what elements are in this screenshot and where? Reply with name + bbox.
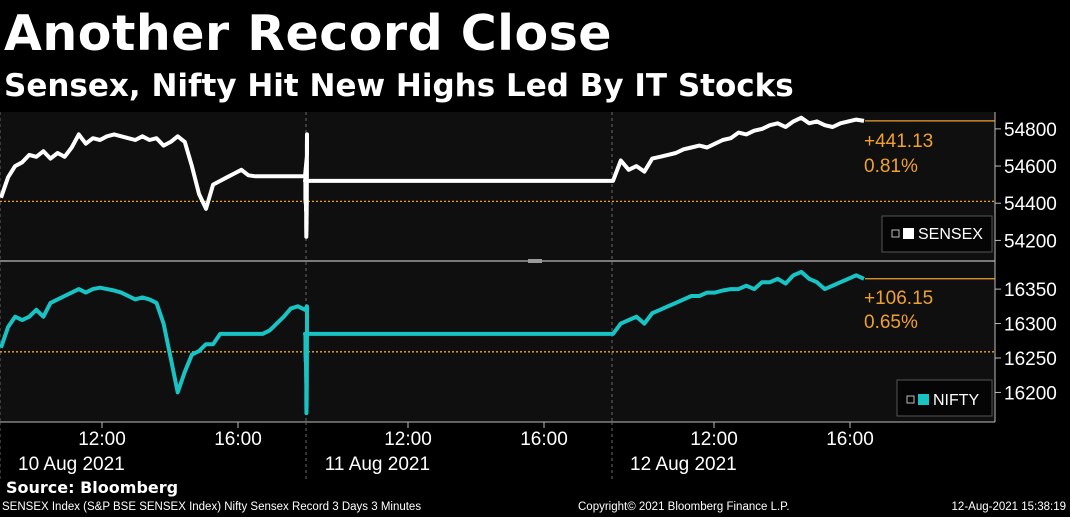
nifty-change-label: +106.15: [864, 288, 933, 309]
y-tick-label: 54800: [1004, 120, 1057, 141]
page-title: Another Record Close: [4, 5, 613, 62]
y-tick-label: 16250: [1004, 349, 1057, 370]
y-tick-label: 54200: [1004, 231, 1057, 252]
nifty-series-line: [0, 269, 865, 416]
chart: 54200 54400 54600 54800 16200 16250 16300 16350…: [0, 112, 1057, 480]
legend-nifty[interactable]: NIFTY: [896, 379, 993, 417]
x-axis-ticks: 12:00 16:00 12:00 16:00 12:00 16:00 10 Aug 202…: [0, 422, 874, 480]
x-tick-label: 16:00: [214, 429, 262, 450]
sensex-change-pct-label: 0.81%: [864, 156, 918, 177]
legend-expand-icon[interactable]: [891, 229, 900, 238]
reference-lines: [0, 120, 995, 353]
sensex-change-label: +441.13: [864, 131, 933, 152]
x-day-label: 11 Aug 2021: [325, 454, 430, 475]
x-day-label: 12 Aug 2021: [630, 454, 737, 475]
legend-expand-icon[interactable]: [906, 395, 915, 404]
legend-sensex-box: [881, 215, 993, 253]
x-tick-label: 12:00: [690, 429, 738, 450]
page-subtitle: Sensex, Nifty Hit New Highs Led By IT St…: [4, 68, 794, 104]
legend-sensex[interactable]: SENSEX: [881, 215, 993, 253]
x-tick-label: 12:00: [384, 429, 432, 450]
y-tick-label: 54400: [1004, 194, 1057, 215]
footer-bar: SENSEX Index (S&P BSE SENSEX Index) Nift…: [0, 499, 1070, 517]
legend-sensex-swatch: [903, 228, 914, 239]
sensex-series-line: [0, 115, 865, 239]
y-tick-label: 54600: [1004, 157, 1057, 178]
footer-ticker-description: SENSEX Index (S&P BSE SENSEX Index) Nift…: [2, 501, 422, 513]
y-tick-label: 16350: [1004, 280, 1057, 301]
source-note: Source: Bloomberg: [6, 478, 179, 497]
series-lines: [0, 115, 865, 416]
x-tick-label: 16:00: [520, 429, 568, 450]
legend-nifty-swatch: [918, 394, 929, 405]
x-tick-label: 12:00: [78, 429, 126, 450]
panel-resize-handle[interactable]: [528, 259, 542, 263]
x-tick-label: 16:00: [826, 429, 874, 450]
legend-nifty-box: [896, 379, 993, 417]
plot-area: [0, 112, 995, 422]
y-axis-ticks: 54200 54400 54600 54800 16200 16250 16300 16350: [995, 120, 1057, 404]
footer-timestamp: 12-Aug-2021 15:38:19: [951, 501, 1066, 513]
y-tick-label: 16200: [1004, 383, 1057, 404]
x-day-label: 10 Aug 2021: [18, 454, 125, 475]
y-tick-label: 16300: [1004, 315, 1057, 336]
footer-copyright: Copyright© 2021 Bloomberg Finance L.P.: [578, 501, 790, 513]
nifty-change-pct-label: 0.65%: [864, 312, 918, 333]
legend-sensex-label: SENSEX: [918, 226, 983, 243]
legend-nifty-label: NIFTY: [933, 392, 980, 409]
